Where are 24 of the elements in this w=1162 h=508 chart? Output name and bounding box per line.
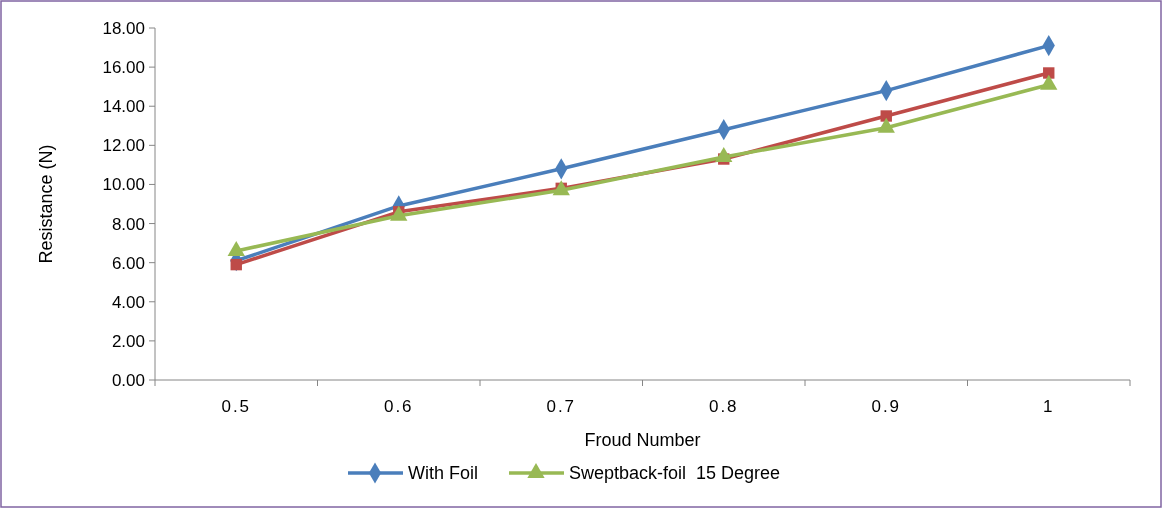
x-tick-label: 0.9 <box>871 397 902 416</box>
y-tick-label: 6.00 <box>111 253 145 273</box>
legend-label: Sweptback-foil 15 Degree <box>569 463 781 484</box>
legend-label: With Foil <box>408 463 479 484</box>
point <box>880 110 892 122</box>
y-tick-label: 4.00 <box>111 292 145 312</box>
y-tick-label: 18.00 <box>102 18 145 38</box>
y-tick-label: 16.00 <box>102 58 145 78</box>
y-axis-title: Resistance (N) <box>36 144 56 264</box>
x-tick-label: 0.8 <box>708 397 739 416</box>
y-tick-label: 14.00 <box>102 97 145 117</box>
point <box>1043 67 1055 79</box>
x-tick-label: 0.6 <box>383 397 414 416</box>
y-tick-label: 2.00 <box>111 331 145 351</box>
y-tick-label: 10.00 <box>102 175 145 195</box>
x-tick-label: 0.7 <box>546 397 577 416</box>
y-tick-label: 12.00 <box>102 136 145 156</box>
y-tick-label: 0.00 <box>111 370 145 390</box>
point <box>715 147 733 163</box>
x-tick-label: 0.5 <box>221 397 252 416</box>
x-tick-label: 1 <box>1043 397 1055 416</box>
point <box>230 258 242 271</box>
y-tick-label: 8.00 <box>111 214 145 234</box>
x-axis-title: Froud Number <box>584 430 701 450</box>
